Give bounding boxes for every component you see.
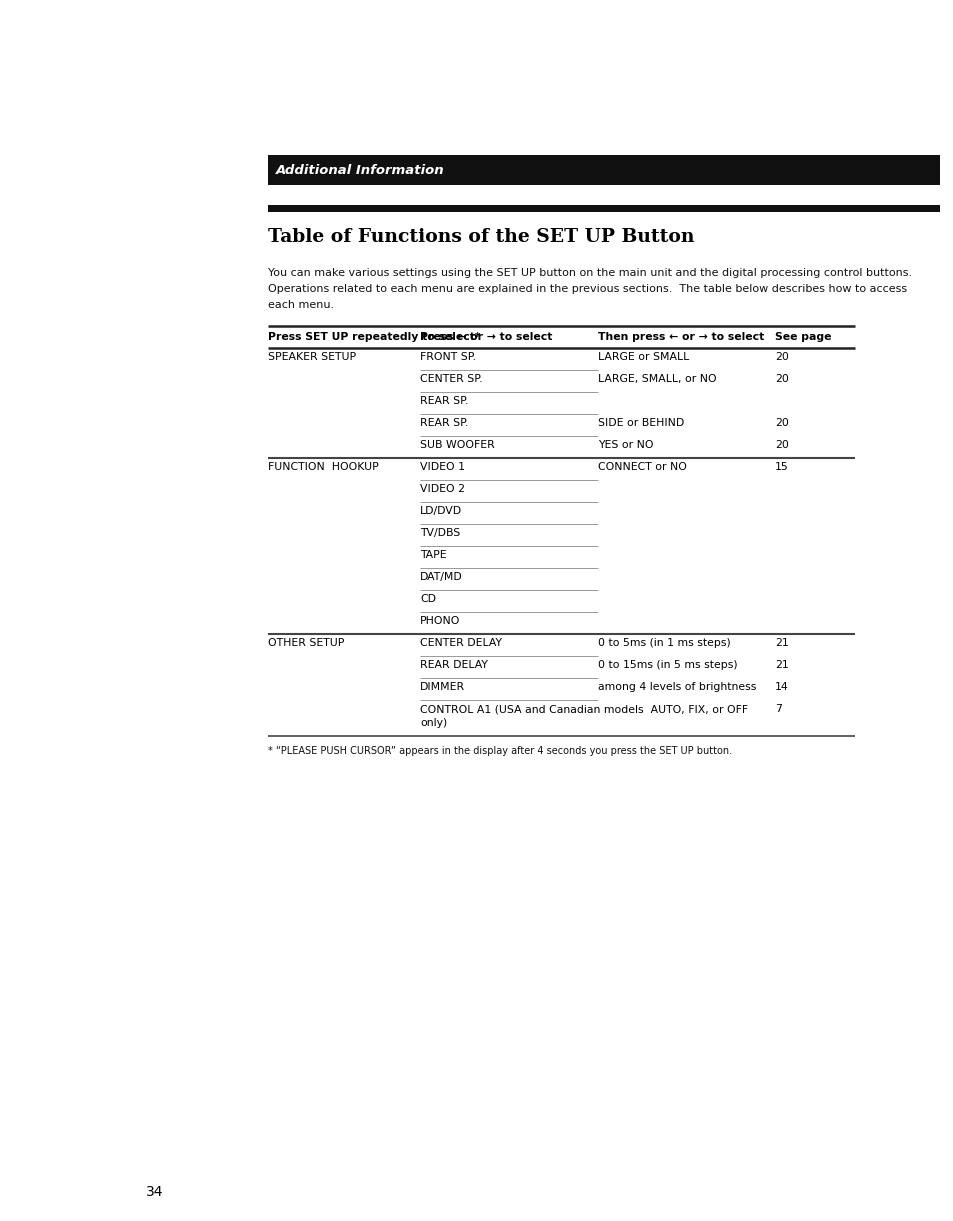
Text: Operations related to each menu are explained in the previous sections.  The tab: Operations related to each menu are expl… (268, 284, 906, 294)
Text: FRONT SP.: FRONT SP. (419, 352, 476, 361)
Text: 21: 21 (774, 639, 788, 648)
Text: LARGE, SMALL, or NO: LARGE, SMALL, or NO (598, 374, 716, 383)
Text: 7: 7 (774, 705, 781, 714)
Bar (268, 155, 939, 186)
Text: FUNCTION  HOOKUP: FUNCTION HOOKUP (268, 462, 378, 473)
Text: 20: 20 (774, 418, 788, 429)
Text: CENTER SP.: CENTER SP. (419, 374, 482, 383)
Text: DAT/MD: DAT/MD (419, 571, 462, 582)
Text: LARGE or SMALL: LARGE or SMALL (598, 352, 688, 361)
Text: Press ← or → to select: Press ← or → to select (419, 332, 552, 342)
Text: REAR SP.: REAR SP. (419, 396, 468, 407)
Text: Table of Functions of the SET UP Button: Table of Functions of the SET UP Button (268, 228, 694, 245)
Text: CONNECT or NO: CONNECT or NO (598, 462, 686, 473)
Text: OTHER SETUP: OTHER SETUP (268, 639, 344, 648)
Text: 20: 20 (774, 440, 788, 451)
Text: TAPE: TAPE (419, 549, 446, 560)
Text: Additional Information: Additional Information (275, 164, 444, 177)
Text: YES or NO: YES or NO (598, 440, 653, 451)
Text: VIDEO 1: VIDEO 1 (419, 462, 464, 473)
Text: Press SET UP repeatedly to select*: Press SET UP repeatedly to select* (268, 332, 480, 342)
Text: 14: 14 (774, 683, 788, 692)
Text: REAR DELAY: REAR DELAY (419, 661, 487, 670)
Text: REAR SP.: REAR SP. (419, 418, 468, 429)
Text: 20: 20 (774, 352, 788, 361)
Text: CONTROL A1 (USA and Canadian models  AUTO, FIX, or OFF: CONTROL A1 (USA and Canadian models AUTO… (419, 705, 747, 714)
Text: 15: 15 (774, 462, 788, 473)
Bar (268, 205, 939, 212)
Text: VIDEO 2: VIDEO 2 (419, 484, 464, 495)
Text: PHONO: PHONO (419, 617, 460, 626)
Text: 34: 34 (146, 1186, 164, 1199)
Text: CENTER DELAY: CENTER DELAY (419, 639, 501, 648)
Text: CD: CD (419, 593, 436, 604)
Text: only): only) (419, 718, 447, 728)
Text: SUB WOOFER: SUB WOOFER (419, 440, 495, 451)
Text: 0 to 15ms (in 5 ms steps): 0 to 15ms (in 5 ms steps) (598, 661, 737, 670)
Text: 0 to 5ms (in 1 ms steps): 0 to 5ms (in 1 ms steps) (598, 639, 730, 648)
Text: each menu.: each menu. (268, 300, 334, 310)
Text: among 4 levels of brightness: among 4 levels of brightness (598, 683, 756, 692)
Text: 21: 21 (774, 661, 788, 670)
Text: 20: 20 (774, 374, 788, 383)
Text: SPEAKER SETUP: SPEAKER SETUP (268, 352, 355, 361)
Text: TV/DBS: TV/DBS (419, 527, 459, 538)
Text: * “PLEASE PUSH CURSOR” appears in the display after 4 seconds you press the SET : * “PLEASE PUSH CURSOR” appears in the di… (268, 746, 731, 756)
Text: LD/DVD: LD/DVD (419, 505, 461, 516)
Text: See page: See page (774, 332, 831, 342)
Text: DIMMER: DIMMER (419, 683, 465, 692)
Text: SIDE or BEHIND: SIDE or BEHIND (598, 418, 683, 429)
Text: You can make various settings using the SET UP button on the main unit and the d: You can make various settings using the … (268, 267, 911, 278)
Text: Then press ← or → to select: Then press ← or → to select (598, 332, 763, 342)
